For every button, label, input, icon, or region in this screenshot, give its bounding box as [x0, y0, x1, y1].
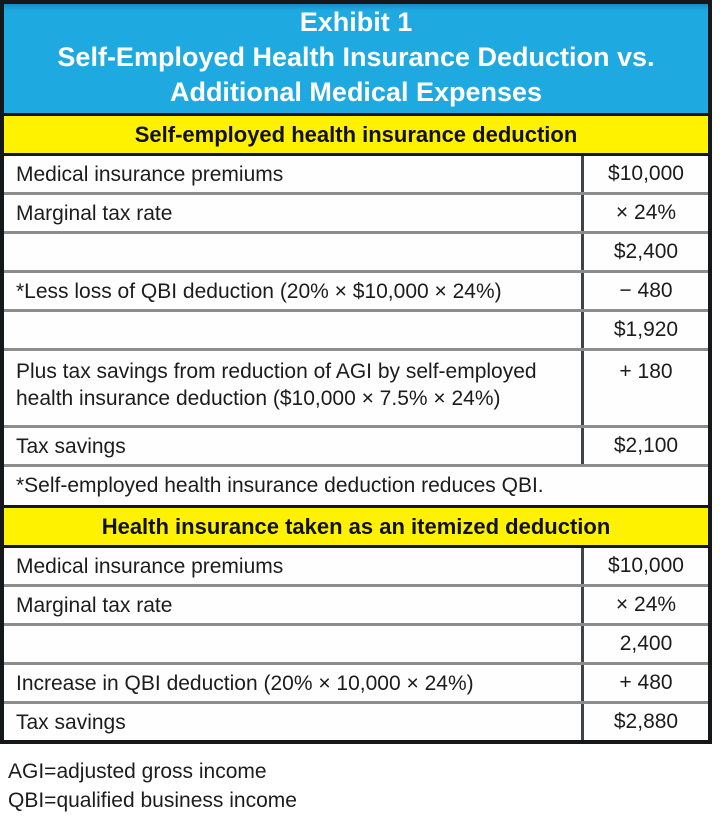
- row-label: Medical insurance premiums: [16, 162, 284, 186]
- table-row: Increase in QBI deduction (20% × 10,000 …: [4, 665, 708, 704]
- row-value: $1,920: [581, 312, 708, 348]
- section-header-itemized: Health insurance taken as an itemized de…: [4, 505, 708, 548]
- table-row: 2,400: [4, 626, 708, 665]
- table-row: Medical insurance premiums $10,000: [4, 548, 708, 587]
- row-value: − 480: [581, 273, 708, 309]
- legend-agi: AGI=adjusted gross income: [8, 760, 267, 783]
- row-label: Medical insurance premiums: [16, 554, 284, 578]
- table-row: $1,920: [4, 312, 708, 351]
- row-value: $10,000: [581, 156, 708, 192]
- row-label: *Less loss of QBI deduction (20% × $10,0…: [16, 279, 502, 303]
- exhibit-title-line-2: Additional Medical Expenses: [169, 77, 543, 107]
- exhibit-number: Exhibit 1: [299, 7, 413, 37]
- legend-qbi: QBI=qualified business income: [8, 789, 297, 812]
- section-footnote: *Self-employed health insurance deductio…: [4, 467, 708, 505]
- row-value: 2,400: [581, 626, 708, 662]
- table-row: *Less loss of QBI deduction (20% × $10,0…: [4, 273, 708, 312]
- exhibit-title-block: Exhibit 1 Self-Employed Health Insurance…: [4, 4, 708, 116]
- row-label: Marginal tax rate: [16, 593, 173, 617]
- row-label: [4, 234, 581, 270]
- row-label: Tax savings: [16, 710, 126, 734]
- table-row: Plus tax savings from reduction of AGI b…: [4, 351, 708, 428]
- row-value: + 480: [581, 665, 708, 701]
- row-value: $2,400: [581, 234, 708, 270]
- row-value: × 24%: [581, 587, 708, 623]
- row-value: $2,880: [581, 704, 708, 740]
- row-value: $10,000: [581, 548, 708, 584]
- row-value: + 180: [581, 351, 708, 425]
- table-row: $2,400: [4, 234, 708, 273]
- row-label: Tax savings: [16, 434, 126, 458]
- exhibit-title-line-1: Self-Employed Health Insurance Deduction…: [57, 42, 655, 72]
- row-label: [4, 312, 581, 348]
- row-value: × 24%: [581, 195, 708, 231]
- row-label: Plus tax savings from reduction of AGI b…: [16, 360, 537, 410]
- row-label: Increase in QBI deduction (20% × 10,000 …: [16, 671, 474, 695]
- abbreviation-legend: AGI=adjusted gross income QBI=qualified …: [8, 757, 720, 815]
- table-row: Marginal tax rate × 24%: [4, 587, 708, 626]
- row-label: Marginal tax rate: [16, 201, 173, 225]
- section-header-self-employed: Self-employed health insurance deduction: [4, 116, 708, 156]
- table-row: Medical insurance premiums $10,000: [4, 156, 708, 195]
- exhibit-table: Exhibit 1 Self-Employed Health Insurance…: [0, 0, 712, 744]
- row-label: [4, 626, 581, 662]
- table-row: Marginal tax rate × 24%: [4, 195, 708, 234]
- table-row: Tax savings $2,880: [4, 704, 708, 740]
- row-value: $2,100: [581, 428, 708, 464]
- table-row: Tax savings $2,100: [4, 428, 708, 467]
